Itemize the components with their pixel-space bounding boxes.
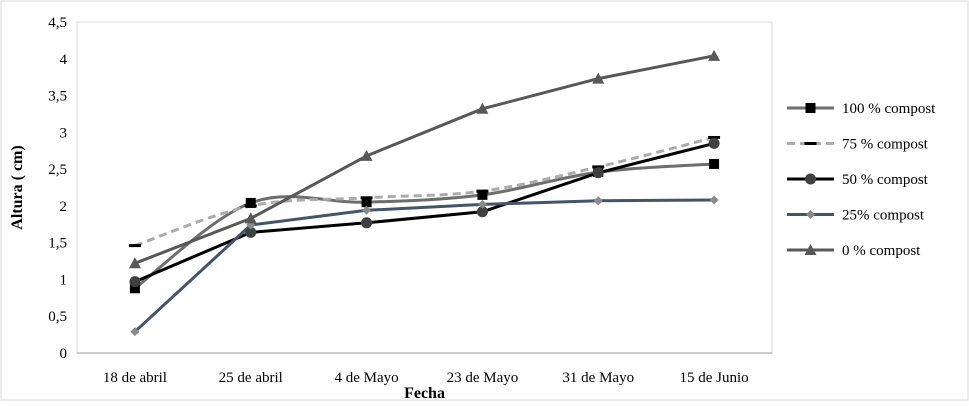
data-point-4 [709, 195, 719, 205]
data-point-4 [362, 205, 372, 215]
legend-swatch-marker [804, 142, 817, 145]
data-point-1 [129, 283, 140, 294]
y-tick-label: 2 [60, 199, 68, 215]
data-point-1 [709, 158, 720, 169]
data-point-5 [592, 72, 605, 84]
data-point-5 [476, 102, 489, 114]
y-tick-label: 3,5 [48, 89, 67, 105]
legend-label: 100 % compost [842, 101, 936, 117]
data-point-4 [593, 196, 603, 206]
series-markers [128, 49, 721, 337]
y-axis-ticks: 0 0,5 1 1,5 2 2,5 3 3,5 4 4,5 [48, 15, 67, 362]
series-line-4 [133, 198, 716, 334]
data-point-5 [244, 212, 257, 224]
data-point-1 [477, 189, 488, 200]
x-tick-label: 4 de Mayo [335, 370, 399, 386]
y-tick-label: 1,5 [48, 236, 67, 252]
x-axis-ticks: 18 de abril 25 de abril 4 de Mayo 23 de May… [103, 370, 749, 386]
data-point-3 [476, 206, 488, 218]
data-point-3 [129, 276, 141, 288]
data-point-4 [477, 199, 487, 209]
series-line-5 [133, 54, 716, 265]
legend-label: 75 % compost [842, 137, 929, 153]
x-tick-label: 31 de Mayo [562, 370, 634, 386]
y-tick-label: 1 [60, 272, 68, 288]
series-line-3 [133, 141, 716, 284]
data-point-3 [592, 167, 604, 179]
legend-label: 0 % compost [842, 243, 921, 259]
y-tick-label: 0 [60, 346, 68, 362]
data-point-1 [361, 197, 372, 208]
data-point-5 [360, 149, 373, 161]
legend-swatch-marker [804, 244, 817, 255]
legend-label: 50 % compost [842, 172, 929, 188]
legend-swatch-marker [805, 103, 816, 113]
data-point-5 [128, 257, 141, 269]
series-lines [133, 54, 716, 334]
legend-label: 25% compost [842, 208, 925, 224]
data-point-2 [476, 189, 489, 193]
x-tick-label: 25 de abril [219, 370, 283, 386]
data-point-4 [130, 327, 140, 337]
legend-swatch-marker [805, 173, 816, 185]
legend: 100 % compost 75 % compost 50 % compost 25%… [787, 101, 936, 259]
data-point-2 [592, 165, 605, 169]
data-point-3 [245, 226, 257, 238]
data-point-3 [361, 217, 373, 229]
data-point-3 [708, 137, 720, 149]
series-line-2 [134, 136, 715, 248]
x-tick-label: 15 de Junio [679, 370, 748, 386]
y-tick-label: 2,5 [48, 162, 67, 178]
data-point-2 [128, 244, 141, 248]
data-point-1 [245, 197, 256, 208]
y-axis-title: Altura ( cm) [9, 145, 26, 229]
x-tick-label: 23 de Mayo [447, 370, 519, 386]
data-point-5 [708, 49, 721, 61]
y-tick-label: 4,5 [48, 15, 67, 31]
data-point-2 [708, 135, 721, 139]
y-tick-label: 3 [60, 125, 68, 141]
data-point-2 [244, 204, 257, 208]
y-tick-label: 4 [60, 52, 68, 68]
data-point-2 [360, 196, 373, 200]
x-axis-title: Fecha [404, 385, 445, 401]
legend-swatch-marker [806, 210, 815, 219]
y-tick-label: 0,5 [48, 309, 67, 325]
x-tick-label: 18 de abril [103, 370, 167, 386]
